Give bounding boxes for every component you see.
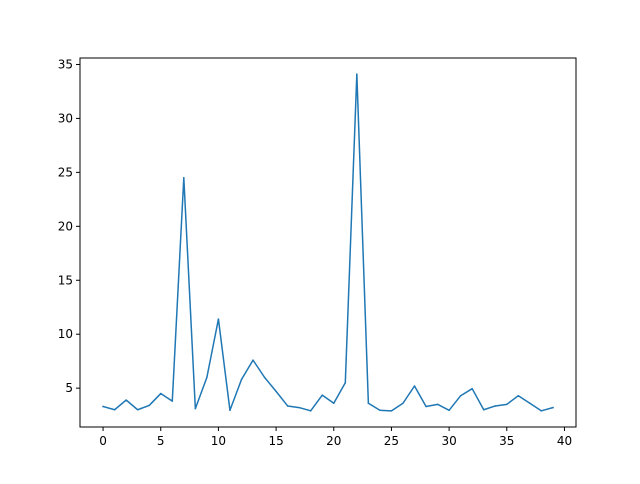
y-tick-label: 5 (65, 381, 73, 395)
data-point (321, 394, 323, 396)
data-point (459, 394, 462, 397)
data-point (194, 407, 197, 410)
data-point (183, 177, 185, 179)
data-point (482, 408, 485, 411)
data-point (148, 404, 150, 407)
x-tick-label: 10 (211, 434, 226, 448)
data-point (333, 402, 335, 405)
data-point (471, 387, 473, 390)
data-point (448, 409, 450, 412)
axes-frame (79, 57, 577, 428)
data-point (309, 410, 312, 412)
data-point (275, 390, 277, 393)
data-point (413, 385, 416, 387)
data-point (125, 399, 127, 401)
data-point (159, 392, 162, 395)
data-point (240, 378, 243, 381)
axis-ticks: 0 5 10 15 20 25 30 35 40 5 10 15 20 25 30 35 (58, 57, 572, 448)
data-point (298, 406, 300, 409)
x-tick-label: 40 (557, 434, 572, 448)
x-tick-label: 0 (99, 434, 107, 448)
x-tick-label: 30 (441, 434, 456, 448)
data-point (367, 402, 370, 405)
data-point (436, 403, 439, 406)
data-point (540, 410, 543, 412)
data-point (263, 376, 266, 379)
data-point (379, 409, 381, 412)
data-point (494, 405, 497, 407)
y-tick-label: 35 (58, 57, 73, 71)
data-point (390, 410, 393, 412)
y-tick-label: 20 (58, 219, 73, 233)
data-point (229, 409, 231, 412)
data-point (113, 408, 116, 411)
x-tick-label: 20 (326, 434, 341, 448)
data-point (344, 382, 347, 384)
data-point (402, 402, 404, 405)
x-tick-label: 15 (268, 434, 283, 448)
x-tick-label: 25 (384, 434, 399, 448)
data-point (136, 408, 139, 411)
data-point (506, 403, 508, 406)
y-tick-label: 25 (58, 165, 73, 179)
x-tick-label: 5 (157, 434, 165, 448)
data-point (517, 394, 520, 397)
data-point (425, 405, 427, 408)
data-point (171, 400, 174, 402)
data-point (217, 318, 220, 320)
data-point (356, 73, 358, 75)
data-point (552, 406, 554, 409)
data-point (102, 405, 104, 408)
data-point (252, 359, 254, 361)
y-tick-label: 30 (58, 111, 73, 125)
data-point (286, 405, 289, 407)
data-point (529, 402, 531, 405)
y-tick-label: 15 (58, 273, 73, 287)
y-tick-label: 10 (58, 327, 73, 341)
x-tick-label: 35 (499, 434, 514, 448)
data-point (206, 376, 208, 379)
plot-area (102, 73, 554, 412)
series-line (102, 73, 554, 412)
